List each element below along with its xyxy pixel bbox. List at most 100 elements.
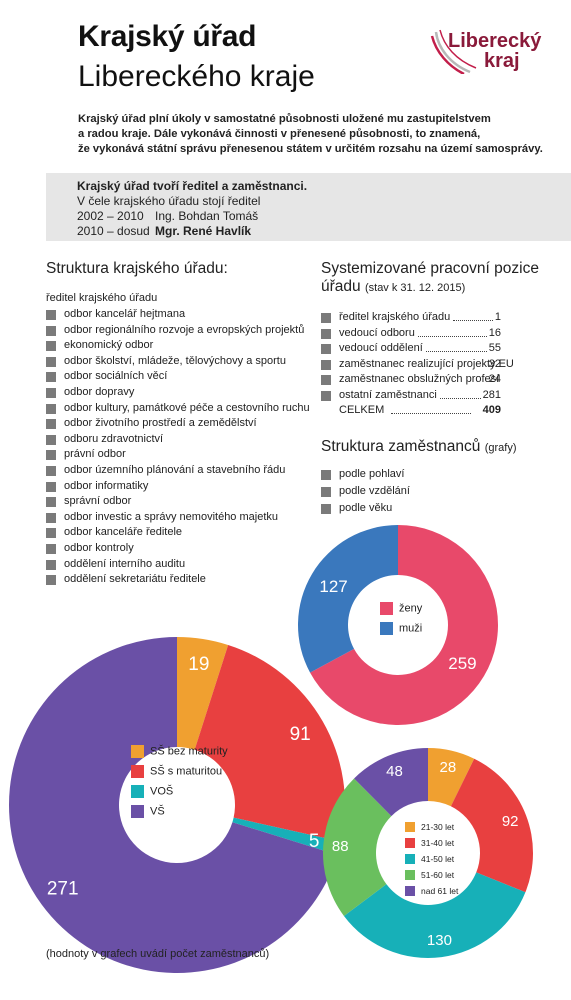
director-period: 2010 – dosud (77, 224, 150, 238)
director-period: 2002 – 2010 (77, 209, 144, 223)
info-row: 2010 – dosud Mgr. René Havlík (77, 224, 251, 238)
footnote: (hodnoty v grafech uvádí počet zaměstnan… (46, 948, 270, 960)
positions-row: zaměstnanec obslužných profesí 24 (321, 373, 501, 387)
employees-heading-text: Struktura zaměstnanců (321, 438, 481, 455)
structure-item-label: odbor dopravy (64, 386, 135, 398)
bullet-square-icon (46, 434, 56, 445)
director-name: Ing. Bohdan Tomáš (155, 209, 259, 223)
donut-slice (232, 817, 341, 855)
employees-heading: Struktura zaměstnanců (grafy) (321, 438, 516, 456)
legend-swatch (405, 838, 415, 848)
info-heading: Krajský úřad tvoří ředitel a zaměstnanci… (77, 179, 308, 193)
positions-row: vedoucí odboru 16 (321, 327, 501, 341)
bullet-square-icon (46, 310, 56, 320)
bullet-square-icon (46, 481, 56, 492)
donut-slice (310, 525, 499, 726)
bullet-square-icon (321, 359, 331, 370)
donut-slice (298, 525, 398, 673)
employees-item-label: podle vzdělání (339, 485, 410, 497)
structure-item-label: odbor kontroly (64, 542, 134, 554)
donut-slice (177, 637, 229, 750)
leader-dots (453, 320, 493, 321)
positions-row: ředitel krajského úřadu 1 (321, 311, 501, 325)
data-label: 91 (290, 724, 311, 745)
legend-label: 51-60 let (421, 870, 455, 880)
donut-slice (450, 758, 534, 893)
position-value: 1 (494, 311, 501, 323)
positions-heading-word: úřadu (321, 278, 361, 295)
bullet-square-icon (46, 559, 56, 570)
leader-dots (417, 335, 487, 337)
legend-label: nad 61 let (421, 886, 459, 896)
legend-label: SŠ s maturitou (150, 765, 222, 778)
total-label: CELKEM (339, 404, 385, 416)
position-label: vedoucí oddělení (339, 342, 423, 355)
data-label: 92 (502, 813, 519, 830)
legend-swatch (405, 822, 415, 832)
bullet-square-icon (321, 344, 331, 355)
liberecky-kraj-logo (430, 29, 477, 74)
positions-row: zaměstnanec realizující projekty EU 32 (321, 357, 514, 372)
bullet-square-icon (46, 419, 56, 430)
legend-label: VOŠ (150, 785, 173, 798)
position-label: zaměstnanec obslužných profesí (339, 373, 500, 386)
donut-chart-3: 28 92 130 88 48 21-30 let 31-40 let 41-50 let 51… (322, 748, 534, 959)
data-label: 127 (319, 577, 347, 596)
donut-slice (428, 748, 475, 807)
legend-label: 41-50 let (421, 854, 455, 864)
donut-slice (354, 748, 428, 817)
data-label: 5 (309, 831, 320, 852)
legend-swatch (380, 602, 393, 615)
info-line: V čele krajského úřadu stojí ředitel (77, 194, 261, 208)
bullet-square-icon (46, 341, 56, 352)
bullet-square-icon (321, 375, 331, 386)
donut-slice (343, 872, 526, 959)
legend-swatch (131, 765, 144, 778)
structure-item-label: odbor kancelář hejtmana (64, 308, 186, 320)
legend-swatch (131, 785, 144, 798)
structure-item-label: odbor sociálních věcí (64, 370, 168, 383)
position-value: 16 (488, 326, 501, 339)
logo-text-line2: kraj (484, 50, 520, 72)
structure-item-label: odbor územního plánování a stavebního řá… (64, 464, 286, 476)
bullet-square-icon (46, 544, 56, 554)
structure-item-label: odbor kultury, památkové péče a cestovní… (64, 401, 310, 414)
bullet-square-icon (46, 356, 56, 367)
bullet-square-icon (46, 325, 56, 336)
legend-swatch (405, 886, 415, 896)
data-label: 130 (427, 932, 452, 949)
positions-total-row: CELKEM 409 (321, 404, 501, 418)
donut-slice (194, 644, 345, 842)
bullet-square-icon (321, 391, 331, 401)
bullet-square-icon (46, 497, 56, 508)
data-label: 88 (332, 838, 349, 855)
legend-swatch (405, 870, 415, 880)
bullet-square-icon (46, 466, 56, 476)
position-value: 32 (488, 357, 501, 370)
data-label: 271 (47, 879, 79, 900)
intro-line: a radou kraje. Dále vykonává činnosti v … (78, 128, 481, 140)
positions-row: vedoucí oddělení 55 (321, 342, 501, 356)
donut-slice (322, 778, 392, 916)
structure-heading: Struktura krajského úřadu: (46, 260, 228, 277)
employees-item-label: podle pohlaví (339, 468, 405, 480)
position-value: 281 (482, 389, 501, 401)
legend-label: muži (399, 623, 422, 635)
legend-swatch (131, 745, 144, 758)
structure-item-label: odbor regionálního rozvoje a evropských … (64, 323, 305, 336)
structure-item-label: odbor školství, mládeže, tělovýchovy a s… (64, 354, 286, 367)
data-label: 19 (188, 654, 209, 675)
structure-item-label: odbor informatiky (64, 479, 149, 492)
leader-dots (425, 351, 487, 353)
positions-heading: Systemizované pracovní pozice (321, 260, 539, 277)
donut-slice (9, 637, 338, 973)
bullet-square-icon (46, 575, 56, 586)
bullet-square-icon (321, 487, 331, 497)
bullet-square-icon (46, 450, 56, 461)
position-label: ředitel krajského úřadu (339, 311, 451, 323)
leader-dots (391, 413, 471, 414)
structure-item-label: právní odbor (64, 448, 126, 461)
structure-item-label: ekonomický odbor (64, 339, 154, 352)
structure-item-label: odboru zdravotnictví (64, 432, 164, 445)
